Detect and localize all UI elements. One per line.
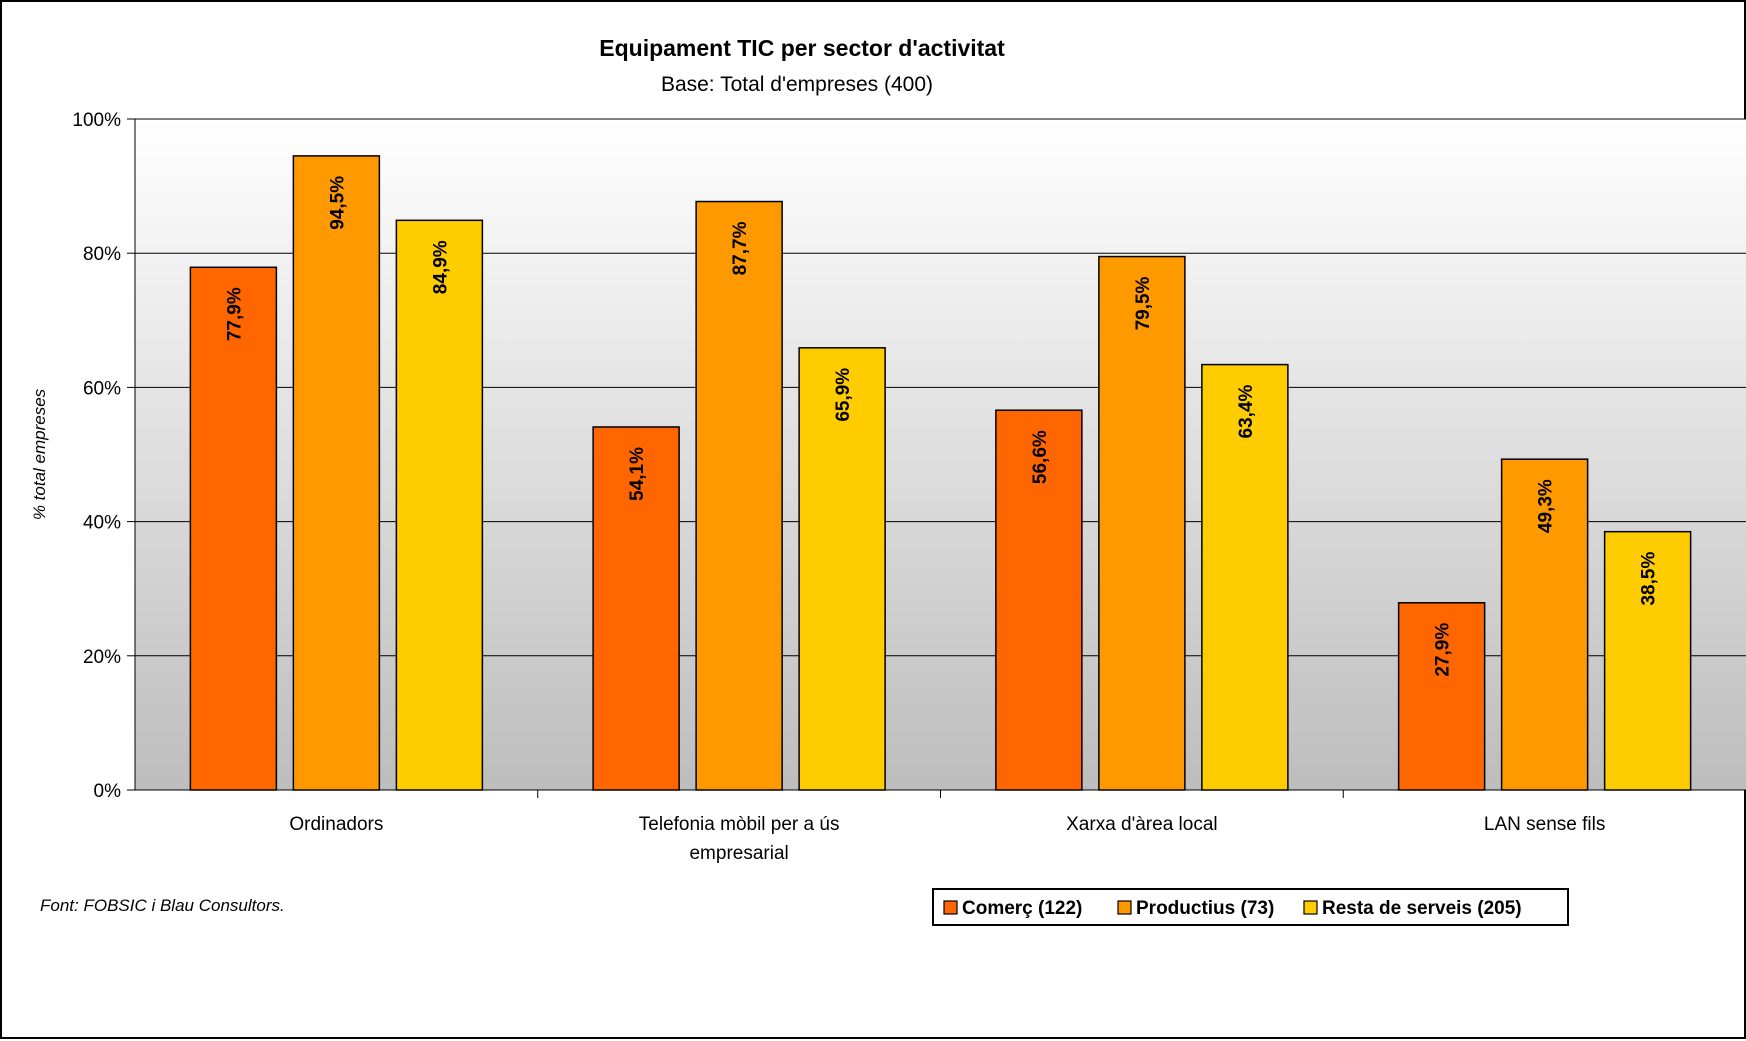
- bar: [1201, 363, 1289, 791]
- bar-data-label: 38,5%: [1639, 552, 1660, 606]
- bar: [292, 155, 381, 791]
- y-tick-label: 0%: [94, 781, 122, 802]
- legend-box: [932, 888, 1569, 926]
- legend-label: Productius (73): [1136, 898, 1274, 919]
- y-tick-label: 40%: [83, 513, 121, 534]
- bar-data-label: 27,9%: [1433, 623, 1454, 677]
- x-tick-label: Telefonia mòbil per a ús: [639, 814, 840, 835]
- bar-data-label: 65,9%: [833, 368, 854, 422]
- bar: [592, 426, 680, 791]
- x-tick-label: LAN sense fils: [1484, 814, 1605, 835]
- bar-data-label: 49,3%: [1536, 479, 1557, 533]
- bar-data-label: 94,5%: [327, 176, 348, 230]
- bar-data-label: 87,7%: [730, 221, 751, 275]
- x-tick-label: Xarxa d'àrea local: [1066, 814, 1218, 835]
- chart-footnote: Font: FOBSIC i Blau Consultors.: [40, 896, 285, 915]
- bar-data-label: 56,6%: [1030, 430, 1051, 484]
- bar: [695, 200, 783, 791]
- chart-subtitle: Base: Total d'empreses (400): [661, 73, 933, 96]
- bar-data-label: 63,4%: [1236, 384, 1257, 438]
- x-tick-label: empresarial: [689, 843, 788, 864]
- bar-data-label: 79,5%: [1133, 276, 1154, 330]
- bar-data-label: 84,9%: [430, 240, 451, 294]
- bar: [395, 219, 484, 791]
- legend-label: Resta de serveis (205): [1322, 898, 1522, 919]
- legend-swatch: [943, 900, 958, 915]
- bar: [995, 409, 1083, 791]
- bar: [1603, 530, 1692, 791]
- chart-title: Equipament TIC per sector d'activitat: [599, 35, 1005, 61]
- bar-data-label: 54,1%: [627, 447, 648, 501]
- legend-label: Comerç (122): [962, 898, 1082, 919]
- y-tick-label: 80%: [83, 244, 121, 265]
- bar: [189, 266, 278, 791]
- bar: [1397, 602, 1486, 791]
- x-tick-label: Ordinadors: [289, 814, 383, 835]
- legend-swatch: [1303, 900, 1318, 915]
- legend-swatch: [1117, 900, 1132, 915]
- bar: [798, 347, 886, 791]
- y-tick-label: 20%: [83, 647, 121, 668]
- bar-data-label: 77,9%: [224, 287, 245, 341]
- bar: [1500, 458, 1589, 791]
- bar: [1098, 255, 1186, 791]
- y-tick-label: 60%: [83, 378, 121, 399]
- y-tick-label: 100%: [72, 110, 121, 131]
- y-axis-label: % total empreses: [30, 388, 49, 520]
